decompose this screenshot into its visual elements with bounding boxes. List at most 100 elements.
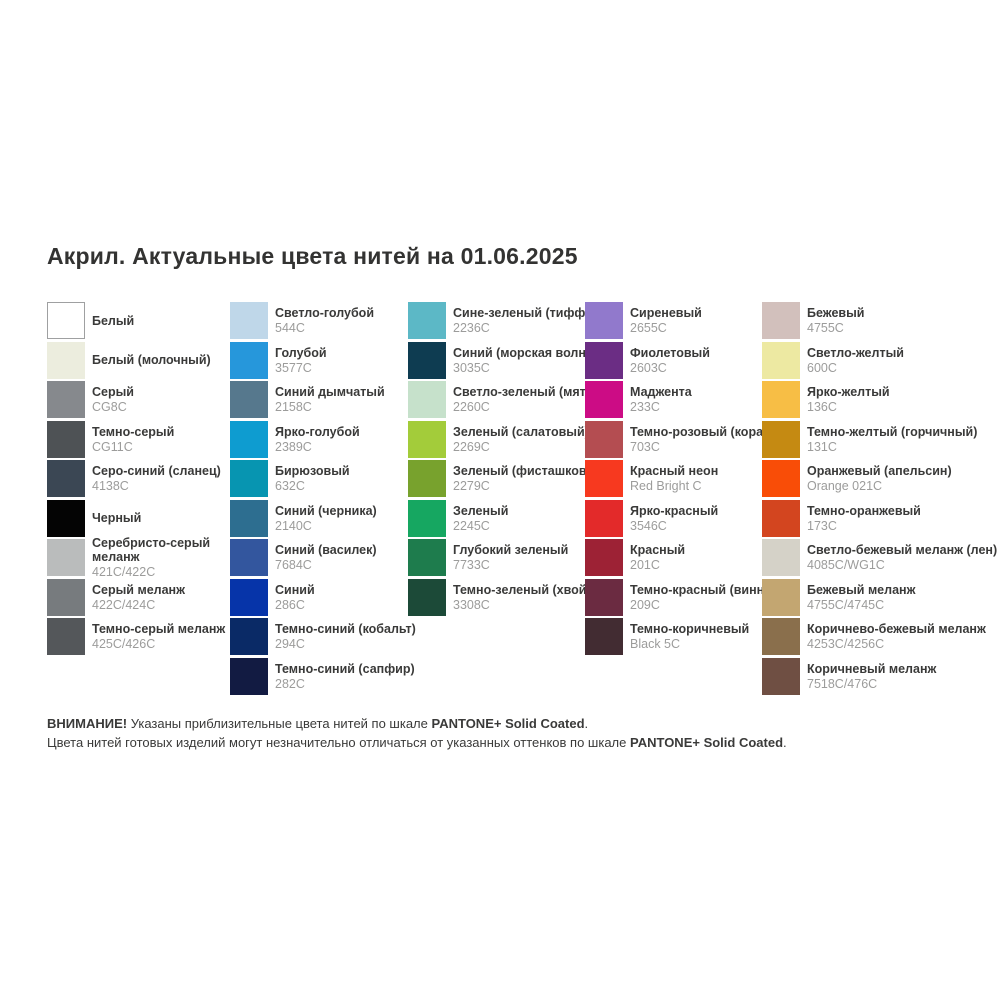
color-row: Светло-голубой 544C [230, 302, 416, 339]
color-swatch [585, 381, 623, 418]
color-swatch [47, 499, 85, 537]
color-name: Темно-оранжевый [807, 503, 921, 518]
color-row: Оранжевый (апельсин) Orange 021C [762, 460, 997, 497]
color-code: 2389C [275, 439, 312, 454]
color-row: Темно-синий (сапфир) 282C [230, 657, 416, 695]
color-name: Светло-желтый [807, 345, 904, 360]
color-label: Темно-серый меланж 425C/426C [92, 622, 225, 651]
color-code: 632C [275, 479, 305, 493]
color-row: Темно-желтый (горчичный) 131C [762, 420, 997, 458]
color-name: Синий (морская волна) [453, 345, 597, 360]
color-code: 7684C [275, 558, 312, 572]
color-name: Серый [92, 385, 134, 399]
color-name: Коричневый меланж [807, 661, 937, 676]
color-name: Бежевый меланж [807, 582, 916, 597]
color-name: Ярко-голубой [275, 424, 360, 439]
color-row: Коричнево-бежевый меланж 4253C/4256C [762, 618, 997, 655]
color-label: Светло-голубой 544C [275, 306, 374, 335]
color-label: Маджента 233C [630, 385, 692, 414]
color-code: 282C [275, 676, 305, 691]
color-label: Синий (черника) 2140C [275, 504, 377, 533]
color-code: 4253C/4256C [807, 637, 885, 651]
color-name: Коричнево-бежевый меланж [807, 622, 986, 636]
color-name: Серо-синий (сланец) [92, 464, 221, 478]
color-row: Черный [47, 499, 225, 537]
color-row: Синий (василек) 7684C [230, 539, 416, 576]
color-code: 421C/422C [92, 565, 156, 579]
color-name: Оранжевый (апельсин) [807, 464, 952, 478]
color-code: 131C [807, 439, 837, 454]
color-label: Темно-желтый (горчичный) 131C [807, 425, 977, 454]
color-swatch [230, 302, 268, 339]
color-label: Темно-коричневый Black 5C [630, 622, 749, 651]
color-name: Зеленый [453, 503, 509, 518]
color-label: Темно-синий (сапфир) 282C [275, 662, 415, 691]
color-label: Синий (василек) 7684C [275, 543, 377, 572]
color-row: Зеленый (салатовый) 2269C [408, 420, 617, 458]
color-row: Синий 286C [230, 578, 416, 616]
color-row: Темно-розовый (коралл) 703C [585, 420, 787, 458]
color-row: Бежевый меланж 4755C/4745C [762, 578, 997, 616]
color-code: 422C/424C [92, 597, 156, 612]
color-label: Темно-оранжевый 173C [807, 504, 921, 533]
color-label: Оранжевый (апельсин) Orange 021C [807, 464, 952, 493]
color-label: Белый (молочный) [92, 353, 211, 367]
color-row: Ярко-желтый 136C [762, 381, 997, 418]
color-name: Темно-синий (кобальт) [275, 622, 416, 636]
color-code: Black 5C [630, 637, 681, 651]
color-row: Бежевый 4755C [762, 302, 997, 339]
color-swatch [408, 381, 446, 418]
color-name: Светло-бежевый меланж (лен) [807, 543, 998, 557]
color-name: Темно-желтый (горчичный) [807, 424, 978, 439]
color-name: Белый [92, 313, 135, 328]
color-row: Светло-бежевый меланж (лен) 4085C/WG1C [762, 539, 997, 576]
color-swatch [762, 578, 800, 616]
color-swatch [230, 420, 268, 458]
color-swatch [585, 539, 623, 576]
color-name: Красный [630, 543, 686, 557]
color-swatch [47, 578, 85, 616]
color-code: Orange 021C [807, 479, 883, 493]
color-label: Ярко-красный 3546C [630, 504, 718, 533]
color-name: Ярко-желтый [807, 385, 890, 399]
color-label: Светло-бежевый меланж (лен) 4085C/WG1C [807, 543, 997, 572]
swatch-grid: Белый Белый (молочный) Серый CG8C Темно-серы… [47, 302, 1000, 702]
color-name: Темно-серый [92, 424, 175, 439]
color-code: 2260C [453, 400, 490, 414]
color-swatch [585, 578, 623, 616]
color-swatch [762, 420, 800, 458]
color-code: 209C [630, 597, 660, 612]
color-row: Фиолетовый 2603C [585, 341, 787, 379]
color-code: 3546C [630, 518, 667, 533]
color-row: Ярко-голубой 2389C [230, 420, 416, 458]
color-label: Ярко-желтый 136C [807, 385, 890, 414]
color-swatch [762, 539, 800, 576]
color-label: Сиреневый 2655C [630, 306, 702, 335]
color-code: 4138C [92, 479, 129, 493]
color-code: 2245C [453, 518, 490, 533]
color-name: Зеленый (салатовый) [453, 424, 589, 439]
color-label: Глубокий зеленый 7733C [453, 543, 568, 572]
color-name: Синий (черника) [275, 503, 377, 518]
notice-line-1: ВНИМАНИЕ! Указаны приблизительные цвета … [47, 715, 787, 734]
notice-bold-text: PANTONE+ Solid Coated [630, 734, 784, 750]
color-row: Серый меланж 422C/424C [47, 578, 225, 616]
color-label: Серо-синий (сланец) 4138C [92, 464, 221, 493]
color-name: Темно-синий (сапфир) [275, 661, 415, 676]
color-label: Серебристо-серый меланж 421C/422C [92, 536, 210, 579]
color-name: Синий дымчатый [275, 385, 385, 399]
color-row: Зеленый (фисташковый) 2279C [408, 460, 617, 497]
notice-line-2: Цвета нитей готовых изделий могут незнач… [47, 734, 787, 753]
color-code: 703C [630, 439, 660, 454]
color-code: 3035C [453, 360, 490, 375]
color-row: Серо-синий (сланец) 4138C [47, 460, 225, 497]
color-swatch [408, 460, 446, 497]
color-row: Темно-серый меланж 425C/426C [47, 618, 225, 655]
color-label: Зеленый 2245C [453, 504, 508, 533]
color-name: Синий [275, 582, 315, 597]
color-code: 2279C [453, 479, 490, 493]
color-label: Бежевый 4755C [807, 306, 864, 335]
color-column-3: Сине-зеленый (тиффани) 2236C Синий (морска… [408, 302, 617, 618]
color-row: Коричневый меланж 7518C/476C [762, 657, 997, 695]
color-row: Серый CG8C [47, 381, 225, 418]
